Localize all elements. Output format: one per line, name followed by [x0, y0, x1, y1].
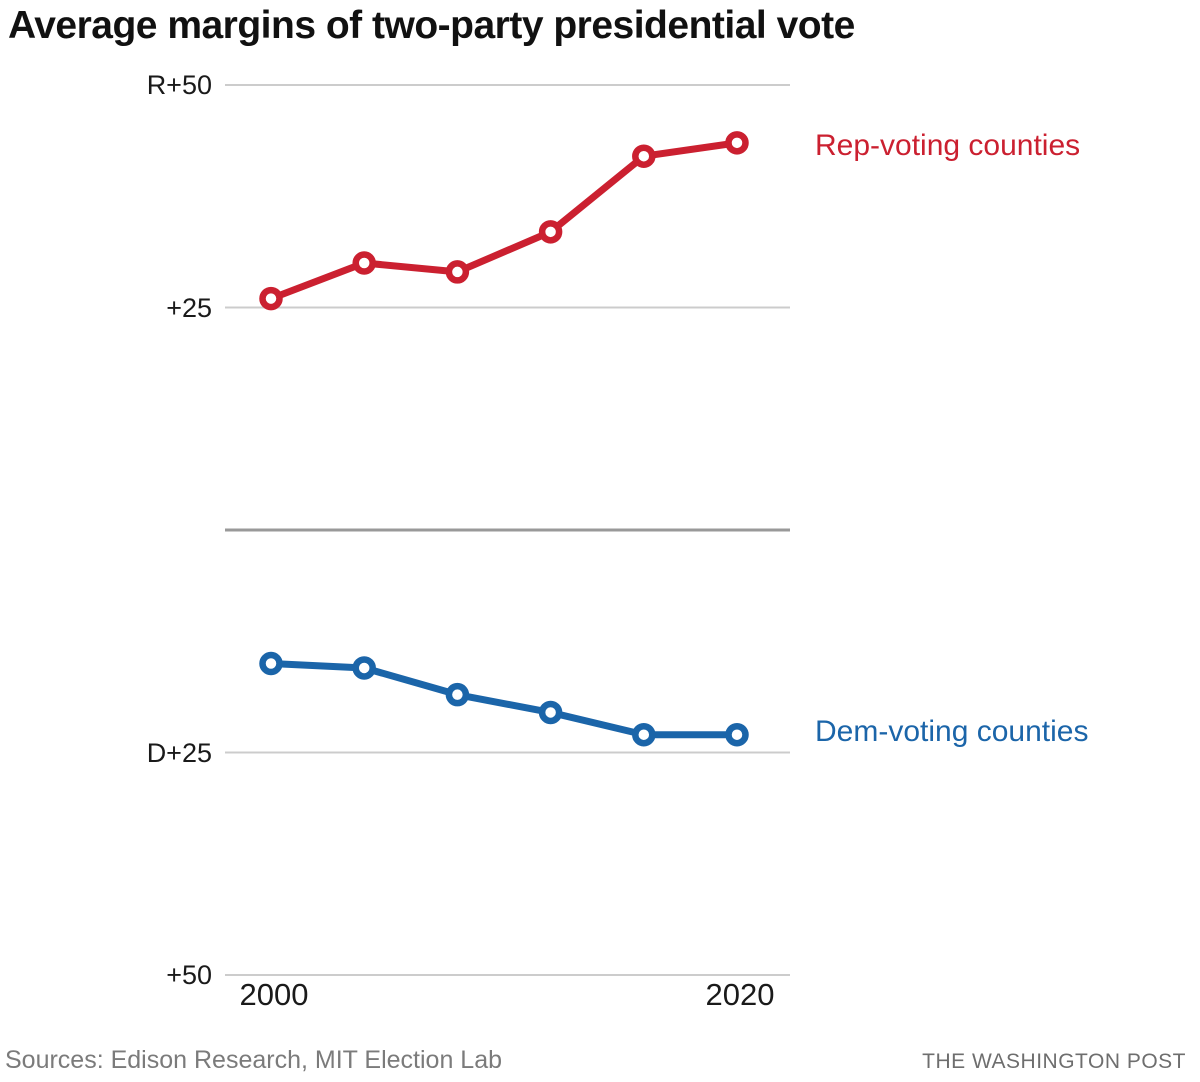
- publisher-credit: THE WASHINGTON POST: [922, 1050, 1186, 1073]
- y-tick-label: +50: [166, 960, 212, 990]
- y-tick-label: R+50: [146, 70, 212, 100]
- data-point: [725, 131, 749, 155]
- data-point: [259, 286, 283, 311]
- data-point: [632, 722, 656, 747]
- chart-title: Average margins of two-party presidentia…: [8, 4, 855, 47]
- series-line: [269, 139, 738, 302]
- data-point: [725, 722, 749, 747]
- y-tick-label: D+25: [146, 737, 212, 768]
- sources-note: Sources: Edison Research, MIT Election L…: [5, 1046, 503, 1074]
- data-point: [538, 700, 563, 725]
- x-tick-label: 2020: [705, 977, 775, 1012]
- data-point: [632, 144, 656, 168]
- legend-label-rep-voting-counties: Rep-voting counties: [815, 129, 1081, 162]
- data-point: [445, 260, 470, 284]
- y-tick-label: +25: [166, 292, 212, 323]
- legend-label-dem-voting-counties: Dem-voting counties: [815, 715, 1089, 748]
- data-point: [352, 251, 376, 275]
- x-tick-label: 2000: [239, 977, 309, 1012]
- data-point: [445, 682, 470, 707]
- data-point: [352, 656, 376, 680]
- data-point: [538, 220, 563, 244]
- series-line: [270, 660, 737, 739]
- data-point: [259, 651, 283, 676]
